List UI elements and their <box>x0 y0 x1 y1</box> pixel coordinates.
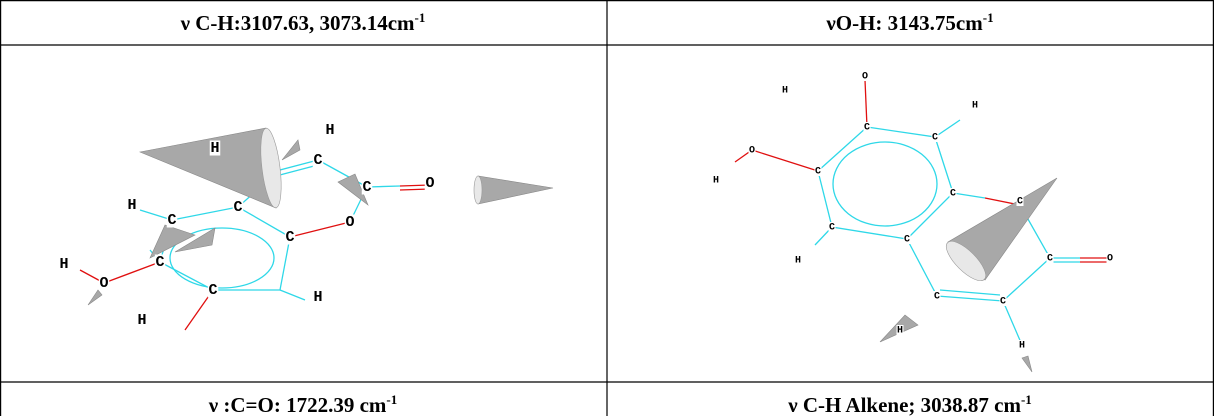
header-text: ν C-H:3107.63, 3073.14cm <box>180 11 415 35</box>
caption-cell: ν C-H Alkene; 3038.87 cm-1 <box>787 392 1032 416</box>
atom-label: C <box>167 212 176 229</box>
atom-label: H <box>713 176 719 187</box>
atom-label: C <box>1047 254 1053 265</box>
atom-label: H <box>313 289 322 306</box>
atom-label: O <box>862 72 868 83</box>
caption-cell: ν :C=O: 1722.39 cm-1 <box>208 392 398 416</box>
atom-label: H <box>897 326 903 337</box>
molecule-right: O H H C C O H C C C C C H C O C C H H <box>713 71 1114 372</box>
atom-label: C <box>313 152 322 169</box>
atom-label: C <box>155 254 164 271</box>
superscript: -1 <box>415 10 426 25</box>
superscript: -1 <box>983 10 994 25</box>
document: ν C-H:3107.63, 3073.14cm-1 νO-H: 3143.75… <box>0 0 1214 416</box>
atom-label: C <box>233 199 242 216</box>
atom-label: C <box>934 292 940 303</box>
atom-label: C <box>208 282 217 299</box>
atom-label: C <box>1000 297 1006 308</box>
atom-label: C <box>815 167 821 178</box>
atom-label: H <box>795 256 801 267</box>
atom-label: C <box>285 229 294 246</box>
atom-label: H <box>59 256 68 273</box>
atom-label: C <box>829 223 835 234</box>
caption-text: ν C-H Alkene; 3038.87 cm <box>787 393 1021 416</box>
atom-label: O <box>425 175 434 192</box>
atom-label: C <box>1017 197 1023 208</box>
atom-label: H <box>325 122 334 139</box>
atom-label: H <box>137 312 146 329</box>
caption-text: ν :C=O: 1722.39 cm <box>208 393 387 416</box>
atom-label: O <box>749 146 755 157</box>
atom-label: C <box>362 179 371 196</box>
atom-label: O <box>345 214 354 231</box>
atom-label: H <box>972 101 978 112</box>
atom-label: C <box>864 123 870 134</box>
atom-label: H <box>210 140 219 157</box>
atom-label: O <box>1107 254 1113 265</box>
atom-label: C <box>950 189 956 200</box>
atom-label: H <box>782 86 788 97</box>
superscript: -1 <box>386 392 397 407</box>
header-text: νO-H: 3143.75cm <box>825 11 983 35</box>
superscript: -1 <box>1021 392 1032 407</box>
atom-label: C <box>904 235 910 246</box>
atom-label: H <box>1019 341 1025 352</box>
atom-label: C <box>932 133 938 144</box>
header-cell: νO-H: 3143.75cm-1 <box>825 10 993 35</box>
atom-label: O <box>99 275 108 292</box>
atom-label: H <box>127 197 136 214</box>
header-cell: ν C-H:3107.63, 3073.14cm-1 <box>180 10 426 35</box>
